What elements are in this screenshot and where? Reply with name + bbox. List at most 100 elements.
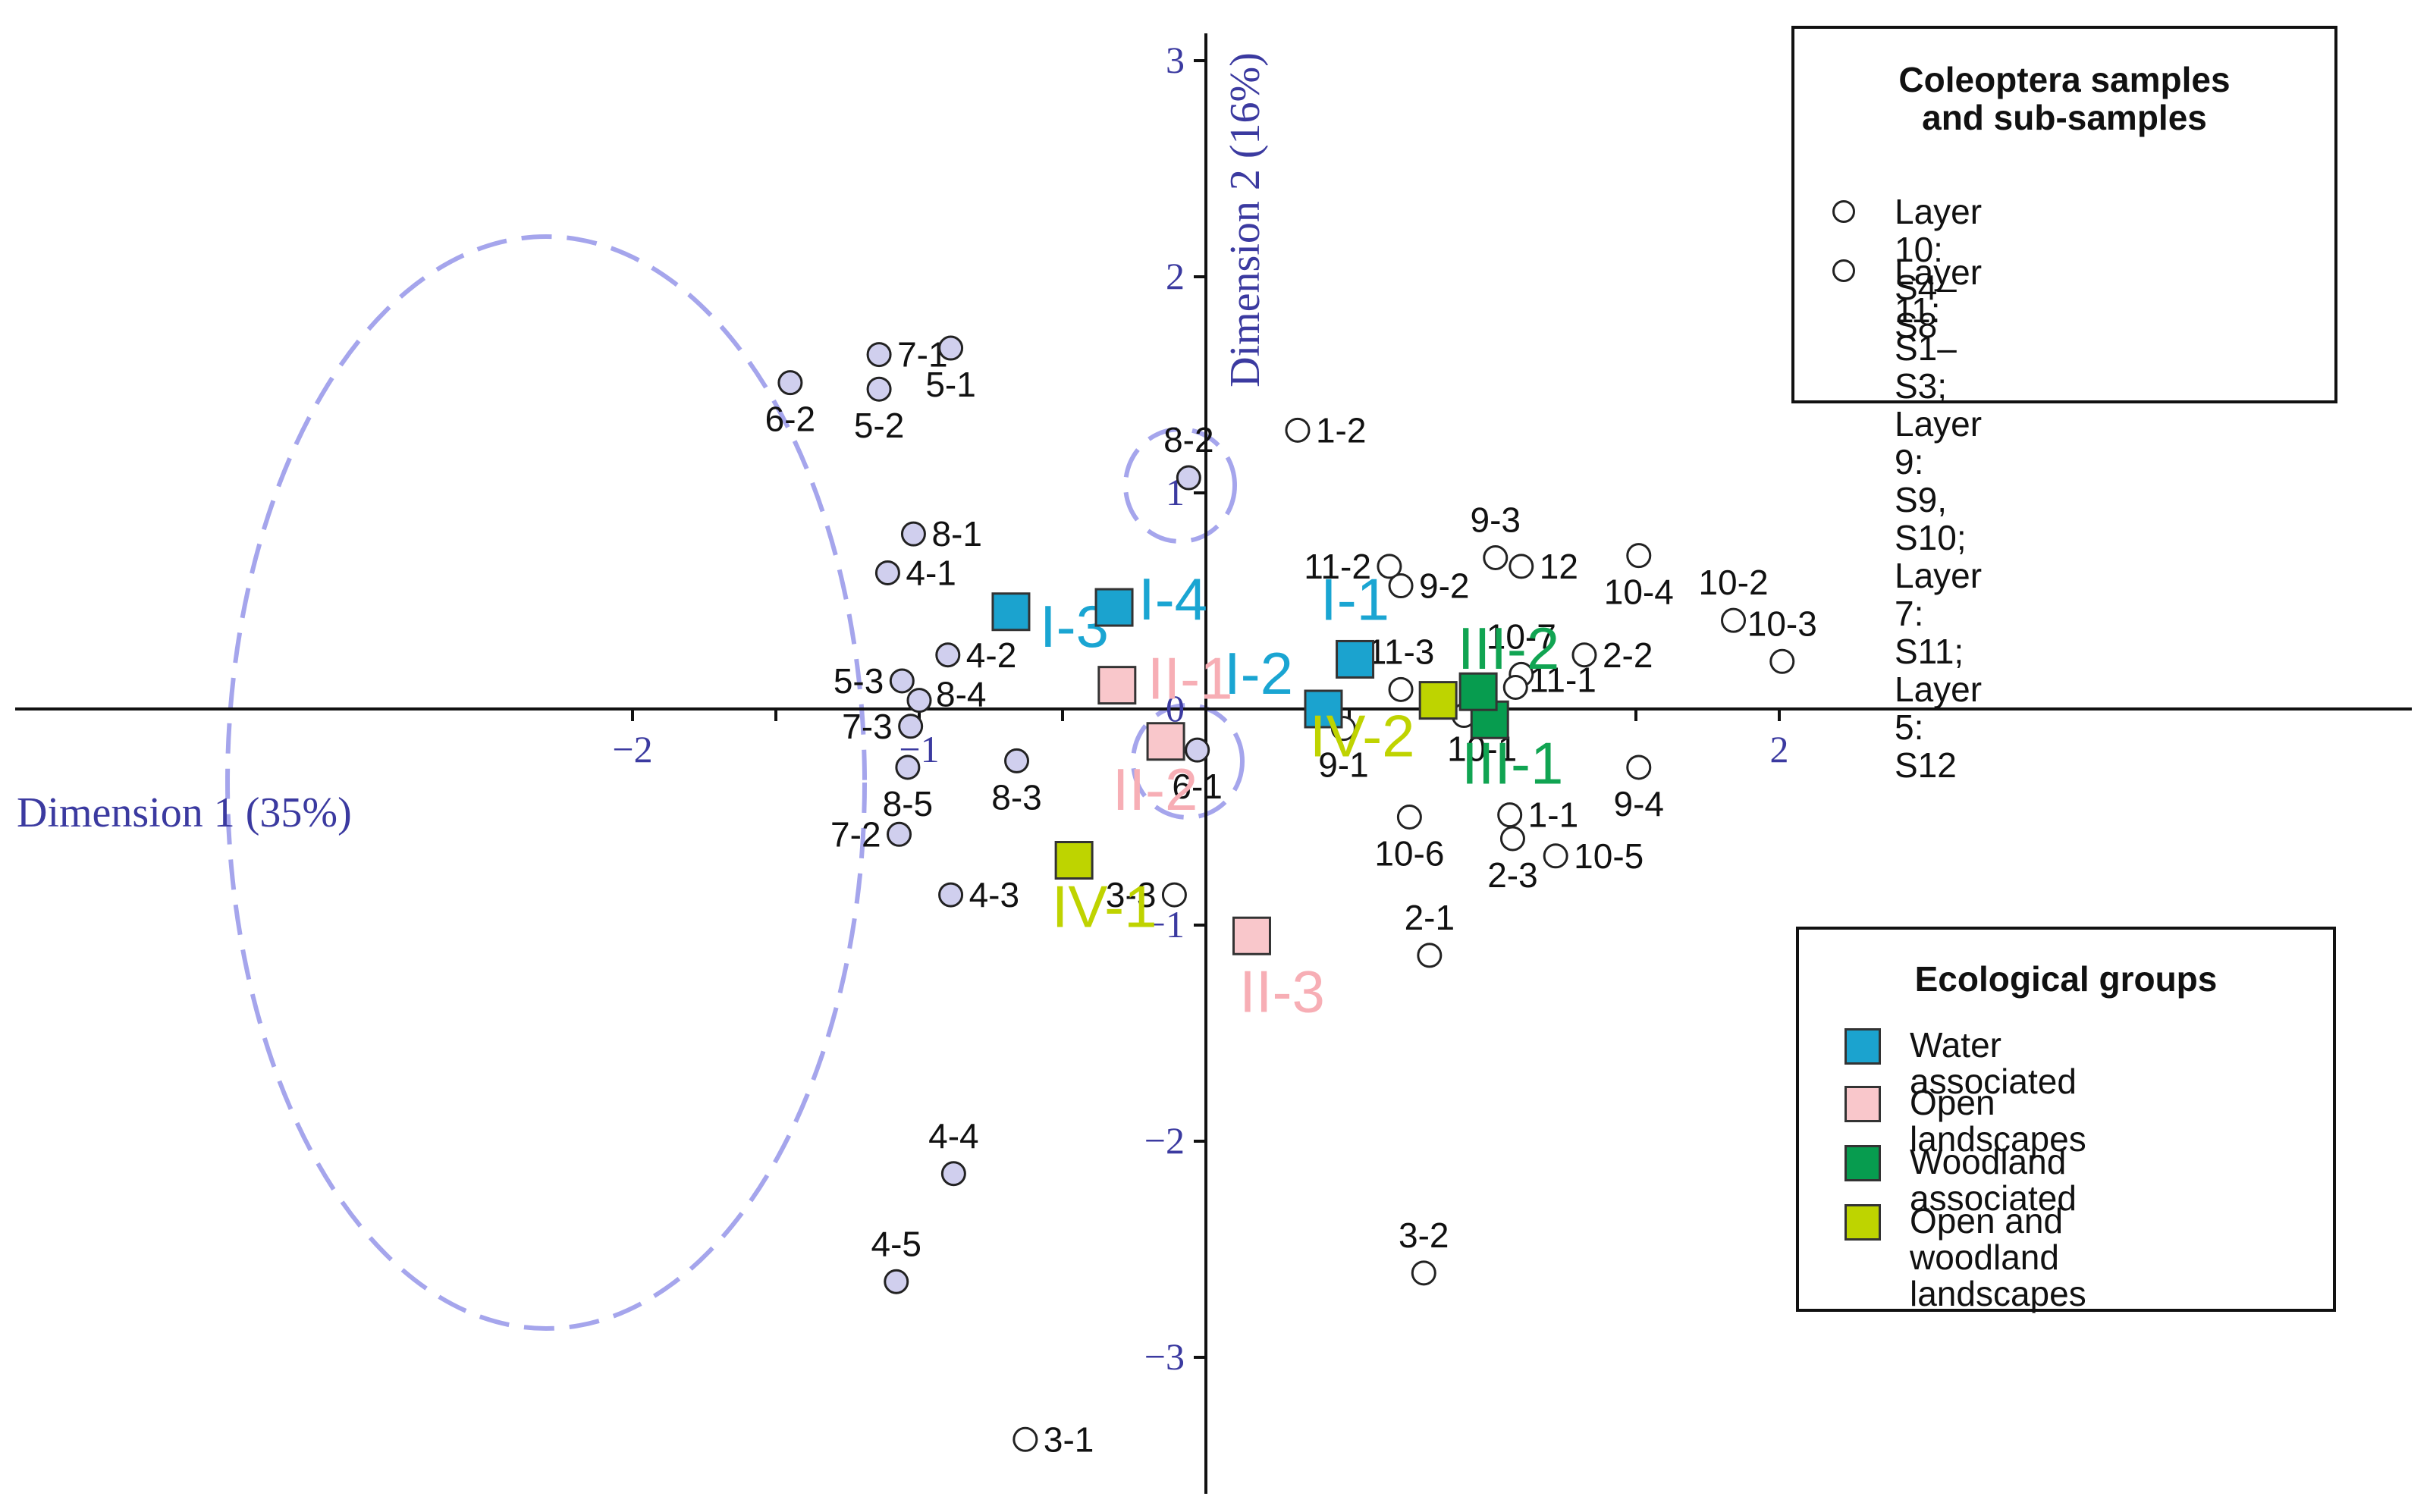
x-axis-title: Dimension 1 (35%) xyxy=(17,789,352,836)
x-tick-label: −2 xyxy=(612,728,652,770)
group-square xyxy=(1146,722,1185,761)
other-layer-point xyxy=(1417,943,1443,968)
layer10-point xyxy=(884,1269,909,1294)
other-layer-point-label: 2-3 xyxy=(1487,855,1537,895)
layer10-point xyxy=(906,688,932,714)
point-8-2-ellipse xyxy=(1123,427,1237,544)
group-label: IV-1 xyxy=(1052,874,1157,940)
other-layer-point-label: 3-2 xyxy=(1399,1216,1449,1255)
other-layer-point xyxy=(1411,1260,1436,1286)
legend-label-layer10: Layer 10: S4–S8 xyxy=(1895,192,1983,345)
group-swatch-icon xyxy=(1844,1145,1881,1181)
other-layer-point xyxy=(1396,805,1422,830)
other-layer-point xyxy=(1626,543,1652,569)
layer10-cluster-ellipse xyxy=(225,234,867,1331)
layer10-point-label: 7-3 xyxy=(842,707,892,746)
other-layer-point-label: 3-1 xyxy=(1044,1419,1094,1459)
groups-legend-title: Ecological groups xyxy=(1914,959,2218,999)
group-legend-label: Open landscapes xyxy=(1910,1083,2086,1159)
layer10-point-label: 8-4 xyxy=(936,675,986,714)
other-layer-point-label: 10-4 xyxy=(1604,572,1674,612)
layer10-point-label: 6-1 xyxy=(1172,767,1222,806)
layer10-point xyxy=(898,714,924,739)
other-layer-point xyxy=(1377,554,1402,579)
other-layer-point-label: 9-3 xyxy=(1471,500,1521,540)
other-layer-point-label: 11-3 xyxy=(1367,632,1435,671)
layer10-point-label: 4-4 xyxy=(928,1116,978,1156)
layer10-point-label: 8-3 xyxy=(991,777,1041,817)
layer10-point xyxy=(935,642,961,668)
group-swatch-icon xyxy=(1844,1086,1881,1122)
groups-legend: Ecological groups Water associated Open l… xyxy=(1796,927,2336,1312)
layer10-point-label: 4-3 xyxy=(969,875,1019,914)
layer10-point xyxy=(940,1161,966,1187)
other-layer-point-label: 10-3 xyxy=(1747,604,1817,643)
group-square xyxy=(1458,672,1498,711)
layer10-point xyxy=(1176,465,1201,491)
layer10-point-label: 5-2 xyxy=(854,406,904,445)
other-layer-point xyxy=(1388,573,1414,599)
group-legend-label: Woodland associated xyxy=(1910,1142,2077,1218)
group-swatch-icon xyxy=(1844,1204,1881,1241)
layer10-point-label: 8-2 xyxy=(1163,420,1213,460)
layer10-point-label: 7-2 xyxy=(830,814,881,854)
samples-legend: Coleoptera samples and sub-samples Layer… xyxy=(1791,26,2337,784)
other-layer-point-label: 10-7 xyxy=(1487,616,1556,656)
layer10-point xyxy=(866,376,892,402)
point-6-1-ellipse xyxy=(1131,703,1245,820)
other-layer-point xyxy=(1721,607,1747,633)
group-label: II-3 xyxy=(1239,958,1325,1024)
other-layer-point-label: 12 xyxy=(1540,547,1578,586)
other-layer-point xyxy=(1543,843,1568,869)
group-square xyxy=(1094,588,1134,627)
group-label: II-1 xyxy=(1148,645,1233,712)
layer10-point xyxy=(895,754,921,780)
other-layer-point-label: 2-2 xyxy=(1603,635,1653,675)
layer10-circle-icon xyxy=(1832,200,1855,223)
group-square xyxy=(1097,666,1137,705)
group-swatch-icon xyxy=(1844,1028,1881,1065)
layer10-point xyxy=(900,521,926,547)
layer10-point-label: 8-1 xyxy=(931,514,981,554)
group-label: III-1 xyxy=(1461,729,1563,796)
group-square xyxy=(1336,639,1375,679)
group-label: I-4 xyxy=(1138,566,1207,632)
y-tick-label: −3 xyxy=(1144,1335,1185,1378)
layer10-point xyxy=(889,668,915,694)
group-square xyxy=(991,592,1031,632)
layer10-point xyxy=(938,882,964,908)
layer10-point xyxy=(866,342,892,368)
group-legend-label: Water associated xyxy=(1910,1025,2077,1101)
legend-label-other-layers: Layer 11: S1–S3; Layer 9: S9, S10; Layer… xyxy=(1895,253,1983,785)
layer10-point xyxy=(887,821,912,847)
other-layer-point xyxy=(1499,826,1525,852)
layer10-point-label: 5-1 xyxy=(925,365,975,404)
layer10-point xyxy=(1185,737,1210,763)
other-layer-point xyxy=(1161,882,1187,908)
other-layer-point-label: 9-1 xyxy=(1318,745,1368,785)
layer10-point-label: 5-3 xyxy=(834,661,884,701)
other-layer-point-label: 10-2 xyxy=(1698,563,1768,602)
layer10-point-label: 4-2 xyxy=(966,635,1016,675)
other-layer-point-label: 1-2 xyxy=(1316,410,1366,450)
other-layer-point-label: 3-3 xyxy=(1106,875,1156,914)
other-layer-point xyxy=(1285,417,1311,443)
data-points: 7-15-1 6-2 5-2 8-2 8-14-1 4-2 5-3 8-4 7-3 8-5 8-3 6… xyxy=(765,335,1817,1460)
other-layer-point xyxy=(1497,802,1523,828)
y-tick-label: −1 xyxy=(1144,903,1185,946)
group-square xyxy=(1304,689,1343,729)
other-layer-point-label: 2-1 xyxy=(1405,898,1455,937)
other-layer-point xyxy=(1769,648,1795,674)
y-tick-label: 3 xyxy=(1166,39,1185,81)
other-layer-point-label: 11-2 xyxy=(1304,547,1371,586)
group-label: III-2 xyxy=(1458,615,1559,682)
group-legend-label: Open and woodland landscapes xyxy=(1910,1201,2086,1313)
other-layers-circle-icon xyxy=(1832,259,1855,282)
other-layer-point-label: 11-1 xyxy=(1529,660,1596,700)
other-layer-point xyxy=(1388,676,1414,702)
layer10-point-label: 4-1 xyxy=(906,553,956,592)
other-layer-point-label: 9-4 xyxy=(1614,784,1664,823)
samples-legend-title: Coleoptera samples and sub-samples xyxy=(1898,60,2231,137)
group-label: II-2 xyxy=(1113,756,1198,823)
